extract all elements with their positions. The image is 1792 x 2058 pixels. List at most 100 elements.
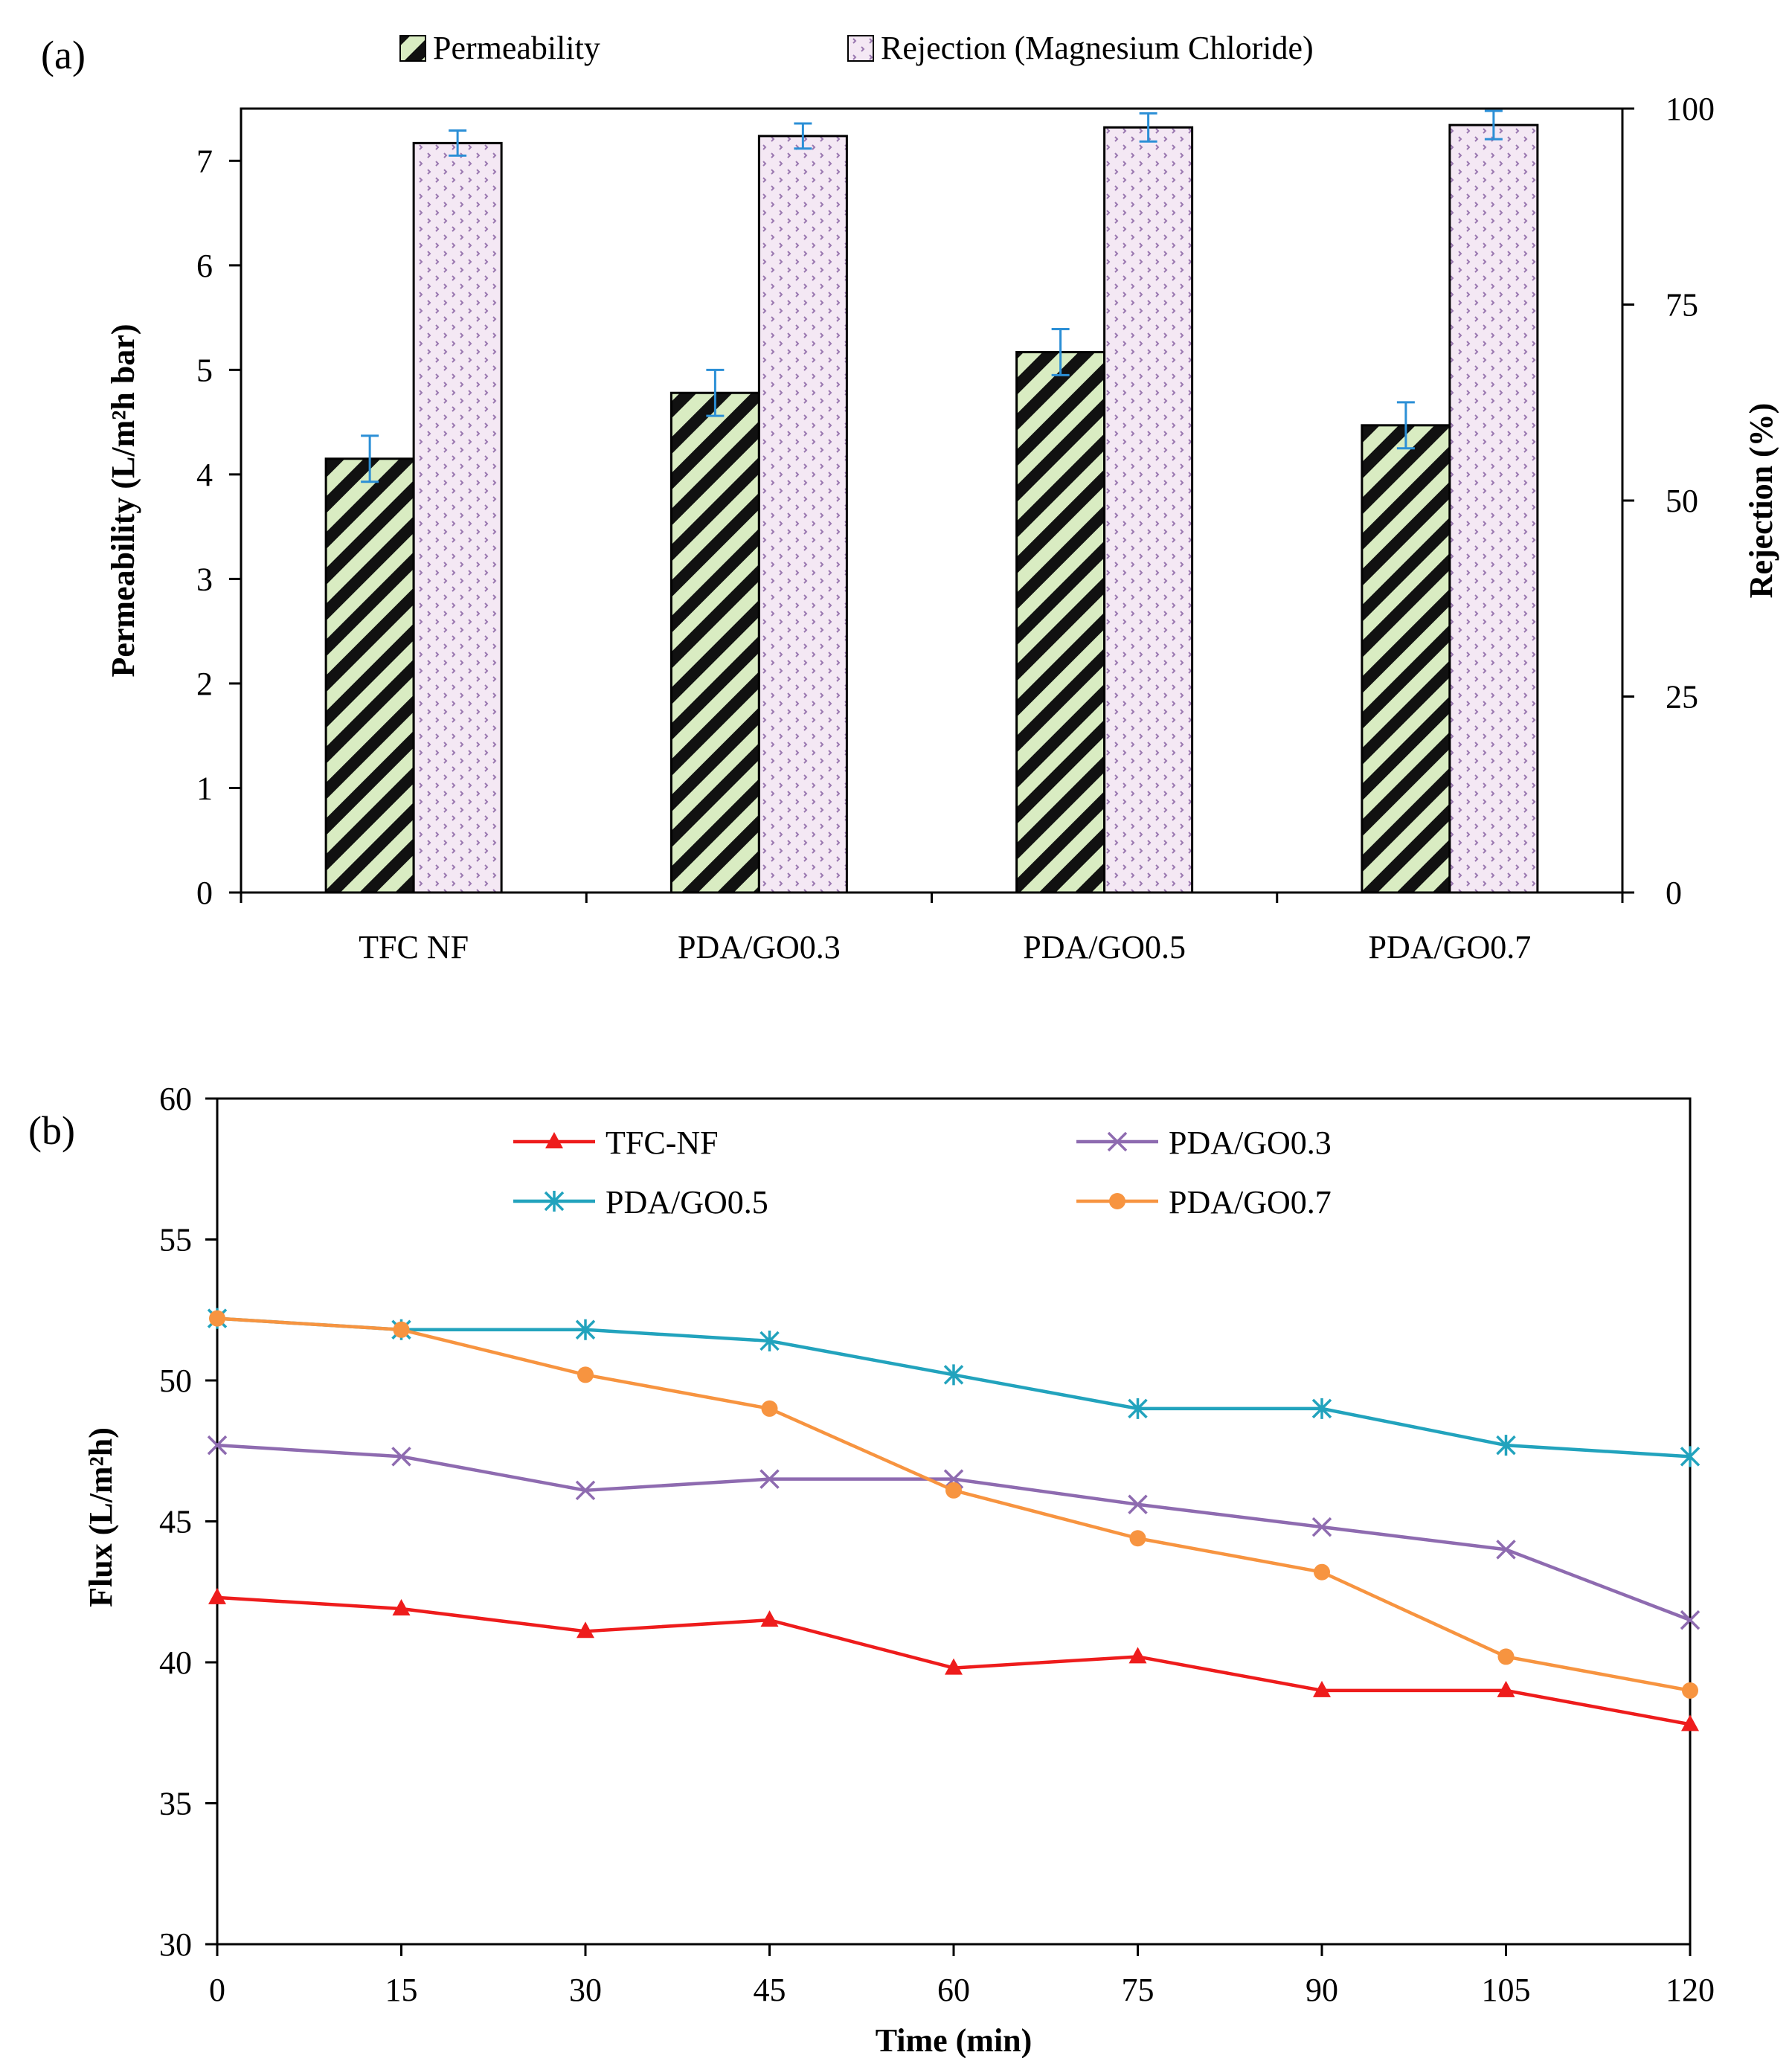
category-label: PDA/GO0.3: [678, 929, 841, 965]
left-tick-label: 1: [196, 770, 213, 806]
data-point-pda-go0-7: [1682, 1682, 1698, 1699]
data-point-pda-go0-7: [577, 1366, 594, 1383]
data-point-tfc-nf: [1313, 1680, 1331, 1697]
category-label: PDA/GO0.5: [1023, 929, 1186, 965]
x-tick-label: 30: [569, 1972, 602, 2008]
data-point-pda-go0-5: [1311, 1398, 1332, 1419]
rejection-bar: [1448, 123, 1539, 894]
data-point-tfc-nf: [577, 1621, 594, 1639]
data-point-pda-go0-5: [943, 1364, 964, 1386]
left-tick-label: 7: [196, 143, 213, 179]
data-point-pda-go0-3: [1496, 1540, 1516, 1560]
left-axis-ticks: 0 1 2 3 4 5 6 7: [196, 143, 241, 911]
data-point-pda-go0-7: [1129, 1530, 1146, 1547]
legend-label-pda-go0-3: PDA/GO0.3: [1169, 1125, 1332, 1161]
legend-label-pda-go0-7: PDA/GO0.7: [1169, 1184, 1332, 1221]
y-axis-title: Flux (L/m²h): [83, 1427, 119, 1607]
data-point-pda-go0-7: [1314, 1563, 1330, 1581]
data-point-tfc-nf: [1497, 1680, 1515, 1697]
y-tick-label: 60: [159, 1081, 192, 1117]
data-point-pda-go0-5: [1496, 1435, 1516, 1456]
data-point-pda-go0-3: [1680, 1610, 1701, 1630]
legend-label-rejection: Rejection (Magnesium Chloride): [881, 30, 1314, 66]
series-lines: [207, 1308, 1701, 1731]
right-tick-label: 0: [1666, 875, 1682, 911]
left-axis-title: Permeability (L/m²h bar): [105, 324, 141, 677]
left-tick-label: 4: [196, 457, 213, 493]
x-tick-label: 75: [1122, 1972, 1154, 2008]
y-axis-ticks: 30 35 40 45 50 55 60: [159, 1081, 217, 1963]
legend-b: TFC-NF PDA/GO0.3 PDA/GO0.5 PDA/GO0.7: [513, 1125, 1332, 1221]
chart-a: (a) Permeability Rejection (Magnesium Ch…: [41, 30, 1779, 965]
rejection-error-bar: [449, 129, 467, 157]
x-tick-label: 0: [209, 1972, 225, 2008]
y-tick-label: 35: [159, 1786, 192, 1822]
data-point-pda-go0-7: [1497, 1648, 1515, 1665]
data-point-pda-go0-5: [1680, 1446, 1701, 1467]
x-tick-label: 60: [937, 1972, 970, 2008]
right-tick-label: 50: [1666, 483, 1698, 519]
legend-swatch-rejection: [847, 35, 874, 62]
left-tick-label: 6: [196, 248, 213, 284]
y-tick-label: 30: [159, 1926, 192, 1963]
legend-label-permeability: Permeability: [433, 30, 600, 66]
legend-label-tfc-nf: TFC-NF: [606, 1125, 719, 1161]
data-point-pda-go0-5: [759, 1330, 780, 1351]
legend-marker-tfc-nf: [545, 1132, 563, 1148]
category-labels: TFC NF PDA/GO0.3 PDA/GO0.5 PDA/GO0.7: [359, 929, 1531, 965]
data-point-pda-go0-7: [209, 1310, 225, 1327]
x-tick-label: 105: [1482, 1972, 1531, 2008]
data-point-pda-go0-5: [575, 1319, 596, 1340]
data-point-pda-go0-7: [945, 1482, 962, 1499]
x-tick-label: 45: [754, 1972, 786, 2008]
panel-b-label: (b): [28, 1108, 75, 1153]
data-point-pda-go0-3: [1311, 1517, 1332, 1537]
left-tick-label: 0: [196, 875, 213, 911]
rejection-bar: [757, 135, 848, 894]
data-point-pda-go0-7: [393, 1321, 410, 1338]
data-point-tfc-nf: [760, 1610, 779, 1627]
permeability-error-bar: [361, 434, 379, 483]
x-tick-label: 120: [1666, 1972, 1715, 2008]
permeability-bar: [324, 457, 415, 894]
data-point-tfc-nf: [1128, 1647, 1147, 1664]
permeability-error-bar: [1051, 328, 1070, 376]
category-label: TFC NF: [359, 929, 469, 965]
rejection-bar: [1103, 126, 1194, 894]
data-point-pda-go0-3: [575, 1480, 596, 1501]
legend-label-pda-go0-5: PDA/GO0.5: [606, 1184, 768, 1221]
y-tick-label: 55: [159, 1222, 192, 1258]
data-point-tfc-nf: [945, 1658, 963, 1675]
category-label: PDA/GO0.7: [1368, 929, 1531, 965]
data-point-tfc-nf: [392, 1598, 411, 1615]
permeability-bar: [1361, 424, 1451, 894]
left-tick-label: 2: [196, 666, 213, 702]
x-axis-ticks: 0 15 30 45 60 75 90 105 120: [209, 1944, 1715, 2008]
legend-marker-pda-go0-5: [544, 1191, 565, 1212]
bars: [240, 109, 1624, 903]
legend-a: Permeability Rejection (Magnesium Chlori…: [399, 30, 1314, 66]
plot-area-b: [216, 1097, 1692, 1946]
right-tick-label: 100: [1666, 91, 1715, 127]
rejection-error-bar: [1484, 109, 1503, 141]
legend-marker-pda-go0-7: [1109, 1193, 1125, 1209]
chart-b: (b) 30 35 40 45 50 55 60 0 15 30 45 60 75 90 105 120 T…: [28, 1081, 1715, 2058]
y-tick-label: 50: [159, 1363, 192, 1399]
data-point-pda-go0-5: [1128, 1398, 1148, 1419]
x-tick-label: 15: [385, 1972, 418, 2008]
y-tick-label: 40: [159, 1644, 192, 1681]
permeability-error-bar: [706, 368, 725, 417]
data-point-pda-go0-3: [207, 1435, 228, 1456]
legend-marker-pda-go0-3: [1107, 1131, 1128, 1152]
permeability-error-bar: [1396, 401, 1415, 450]
right-axis-title: Rejection (%): [1743, 403, 1779, 599]
right-tick-label: 25: [1666, 679, 1698, 716]
left-tick-label: 5: [196, 352, 213, 388]
x-tick-label: 90: [1306, 1972, 1338, 2008]
permeability-bar: [1015, 350, 1106, 894]
left-tick-label: 3: [196, 561, 213, 597]
legend-swatch-permeability: [399, 35, 426, 62]
series-line-pda-go0-3: [216, 1443, 1691, 1622]
rejection-error-bar: [794, 122, 812, 150]
